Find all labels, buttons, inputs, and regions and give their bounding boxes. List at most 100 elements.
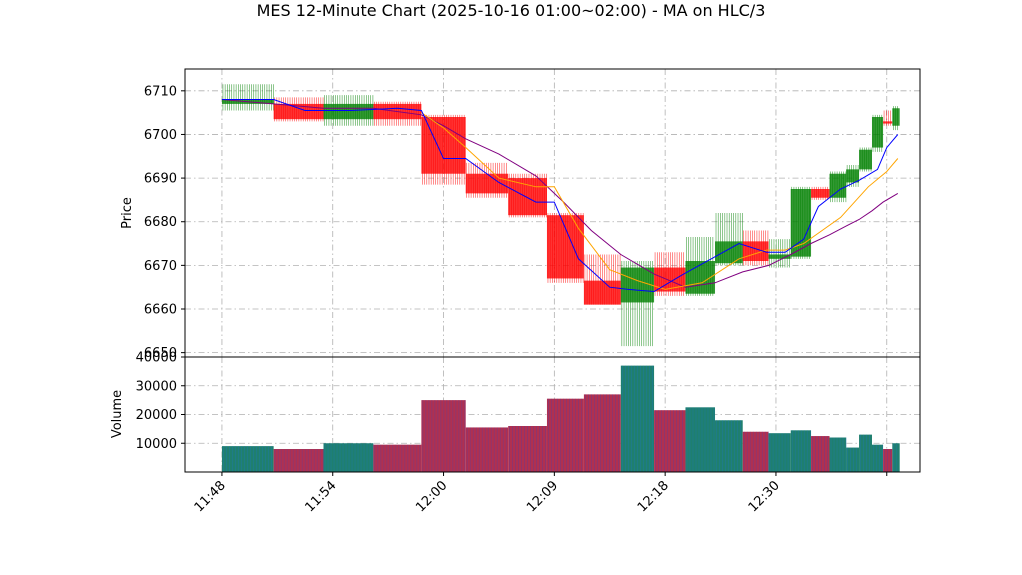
ohlc-body [508,178,547,216]
chart-title: MES 12-Minute Chart (2025-10-16 01:00~02… [256,1,766,20]
volume-bar-texture [743,431,769,472]
ohlc-bar-up [768,239,791,268]
volume-bar-texture [585,394,619,472]
price-axis-label: Price [120,197,135,229]
volume-bar [221,446,274,472]
volume-bar [685,407,716,472]
time-tick-label: 12:09 [524,478,561,515]
volume-bar-texture [769,433,789,472]
ohlc-body [465,173,509,194]
volume-bar [373,444,422,472]
price-tick-label: 6700 [144,128,177,143]
volume-bar-texture [873,444,883,472]
ohlc-body [654,267,686,292]
time-tick-label: 12:00 [413,478,450,515]
ohlc-bar-down [654,252,686,296]
ohlc-body [546,215,584,279]
volume-axis: 10000 20000 30000 40000 [136,351,185,452]
price-axis: 6650 6660 6670 6680 6690 6700 6710 [144,84,185,361]
volume-bar [583,394,621,472]
volume-bar-texture [466,427,507,472]
ohlc-bar-up [715,213,743,266]
volume-bar-texture [548,398,582,472]
volume-bars [221,365,900,472]
volume-bar-texture [622,365,653,472]
volume-bar-texture [812,436,828,472]
ohlc-bar-down [742,230,769,266]
ohlc-bar-down [883,110,893,126]
ohlc-body [620,267,655,303]
ma-fast-line [221,99,899,293]
ohlc-body [829,173,847,198]
ohlc-body [859,149,872,170]
volume-bar [892,443,900,472]
volume-bar-texture [716,420,741,472]
ohlc-bar-down [546,213,584,283]
ohlc-body [323,103,374,120]
price-tick-label: 6690 [144,172,177,187]
volume-axis-label: Volume [110,390,125,438]
ohlc-bar-down [273,97,324,122]
volume-bar [829,437,847,472]
ohlc-body [811,189,830,198]
volume-bar [323,443,374,472]
volume-bar-texture [893,443,898,472]
volume-bar-texture [223,446,272,472]
ohlc-bar-up [221,84,274,111]
ohlc-bar-up [620,261,655,347]
ohlc-bar-down [583,254,621,305]
price-tick-label: 6670 [144,259,177,274]
ohlc-bar-up [846,165,860,187]
volume-bar [546,398,584,472]
volume-tick-label: 20000 [136,408,177,423]
volume-bar [715,420,743,472]
ohlc-body [871,117,884,148]
volume-bar-texture [860,434,870,472]
volume-bar-texture [686,407,715,472]
ma-slow-line [221,99,899,288]
ohlc-bar-down [465,162,509,198]
ohlc-bar-up [790,186,812,259]
volume-tick-label: 10000 [136,437,177,452]
ohlc-bar-down [811,186,830,200]
volume-bar [811,436,830,472]
ma-mid-line [421,112,899,290]
volume-bar [846,447,860,472]
time-axis: 11:48 11:54 12:00 12:09 12:18 12:30 [192,472,888,515]
volume-bar-texture [274,449,324,472]
volume-bar [465,427,509,472]
volume-bar-texture [374,444,421,472]
ohlc-body [768,254,791,259]
ohlc-body [273,103,324,120]
volume-bar-texture [830,437,847,472]
volume-bar [790,430,812,472]
time-tick-label: 11:48 [192,478,229,515]
ohlc-body [892,108,900,126]
volume-bar [654,410,686,472]
ohlc-body [583,280,621,305]
volume-bar [768,433,791,472]
moving-average-lines [221,99,899,293]
ohlc-bar-up [829,171,847,203]
ohlc-body [790,189,812,257]
ohlc-body [715,241,743,264]
volume-bar-texture [422,400,466,472]
volume-bar-texture [655,410,683,472]
volume-bar [871,444,884,472]
price-tick-label: 6650 [144,346,177,361]
ohlc-bar-up [859,147,872,172]
volume-bar-texture [847,447,857,472]
volume-bar-texture [884,449,891,472]
ohlc-body [846,169,860,183]
volume-bar-texture [509,426,546,472]
ohlc-bar-up [685,237,716,296]
ohlc-bar-down [508,173,547,218]
price-tick-label: 6680 [144,215,177,230]
price-tick-label: 6660 [144,303,177,318]
price-bars [221,84,900,347]
volume-tick-label: 40000 [136,351,177,366]
ohlc-bar-up [871,114,884,152]
volume-bar [742,431,769,472]
ohlc-bar-up [323,95,374,126]
time-tick-label: 12:18 [635,478,672,515]
